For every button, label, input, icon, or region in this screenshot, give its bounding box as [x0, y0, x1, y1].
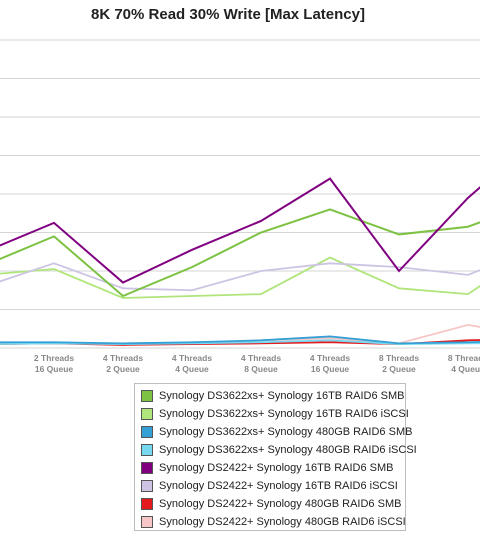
series-line-2 [0, 335, 480, 345]
legend-swatch-6 [141, 498, 153, 510]
x-tick-label-3-0: 4 Threads [172, 353, 212, 363]
legend-swatch-5 [141, 480, 153, 492]
x-tick-label-6-1: 2 Queue [382, 364, 416, 374]
x-tick-label-3-1: 4 Queue [175, 364, 209, 374]
legend-label-3: Synology DS3622xs+ Synology 480GB RAID6 … [159, 444, 417, 456]
legend-swatch-0 [141, 390, 153, 402]
legend-item-7: Synology DS2422+ Synology 480GB RAID6 iS… [141, 514, 406, 530]
series-line-0 [0, 208, 480, 298]
series-line-5 [0, 262, 480, 292]
legend-item-5: Synology DS2422+ Synology 16TB RAID6 iSC… [141, 478, 398, 494]
legend-label-2: Synology DS3622xs+ Synology 480GB RAID6 … [159, 426, 413, 438]
x-tick-label-5-0: 4 Threads [310, 353, 350, 363]
legend-label-0: Synology DS3622xs+ Synology 16TB RAID6 S… [159, 390, 405, 402]
chart: 8K 70% Read 30% Write [Max Latency] hrea… [0, 6, 480, 374]
x-tick-label-2-1: 2 Queue [106, 364, 140, 374]
legend-item-4: Synology DS2422+ Synology 16TB RAID6 SMB [141, 460, 394, 476]
legend-item-0: Synology DS3622xs+ Synology 16TB RAID6 S… [141, 388, 405, 404]
legend-item-3: Synology DS3622xs+ Synology 480GB RAID6 … [141, 442, 417, 458]
legend-swatch-4 [141, 462, 153, 474]
x-tick-label-4-1: 8 Queue [244, 364, 278, 374]
x-tick-label-4-0: 4 Threads [241, 353, 281, 363]
legend-item-1: Synology DS3622xs+ Synology 16TB RAID6 i… [141, 406, 409, 422]
legend-swatch-1 [141, 408, 153, 420]
x-tick-label-1-0: 2 Threads [34, 353, 74, 363]
legend-label-5: Synology DS2422+ Synology 16TB RAID6 iSC… [159, 480, 398, 492]
x-tick-label-5-1: 16 Queue [311, 364, 350, 374]
series-line-1 [0, 256, 480, 299]
legend-swatch-7 [141, 516, 153, 528]
x-tick-label-7-0: 8 Threads [448, 353, 480, 363]
x-tick-label-2-0: 4 Threads [103, 353, 143, 363]
x-tick-label-7-1: 4 Queue [451, 364, 480, 374]
legend-label-6: Synology DS2422+ Synology 480GB RAID6 SM… [159, 498, 402, 510]
gridlines [0, 39, 480, 349]
legend-swatch-2 [141, 426, 153, 438]
chart-title: 8K 70% Read 30% Write [Max Latency] [91, 6, 365, 23]
series-line-4 [0, 177, 480, 284]
legend: Synology DS3622xs+ Synology 16TB RAID6 S… [134, 383, 417, 531]
x-tick-label-6-0: 8 Threads [379, 353, 419, 363]
legend-item-6: Synology DS2422+ Synology 480GB RAID6 SM… [141, 496, 401, 512]
x-tick-label-1-1: 16 Queue [35, 364, 74, 374]
legend-item-2: Synology DS3622xs+ Synology 480GB RAID6 … [141, 424, 412, 440]
legend-label-1: Synology DS3622xs+ Synology 16TB RAID6 i… [159, 408, 409, 420]
legend-swatch-3 [141, 444, 153, 456]
legend-label-4: Synology DS2422+ Synology 16TB RAID6 SMB [159, 462, 394, 474]
series-lines [0, 177, 480, 346]
legend-label-7: Synology DS2422+ Synology 480GB RAID6 iS… [159, 516, 406, 528]
